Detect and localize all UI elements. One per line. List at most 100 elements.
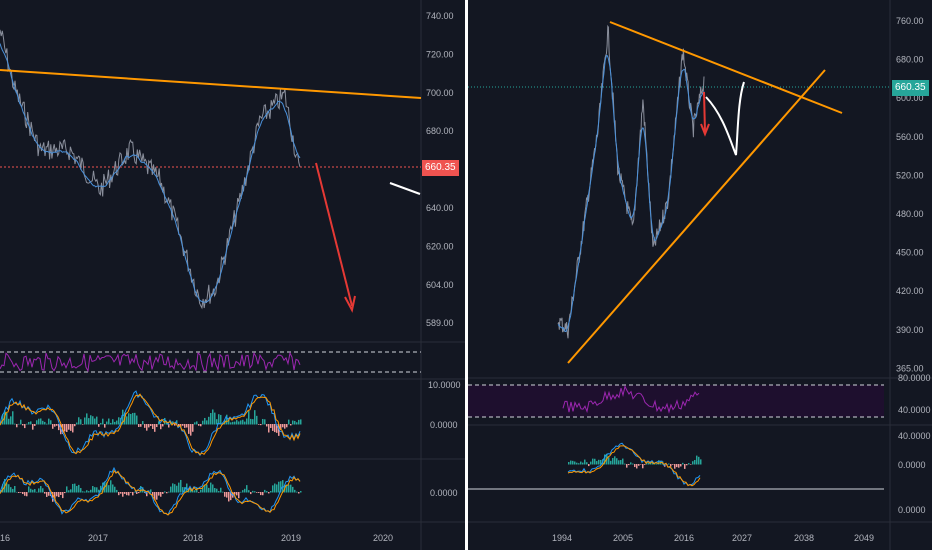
macd-histogram-bar: [86, 413, 88, 425]
current-price-value: 660.35: [895, 82, 926, 93]
macd-histogram-bar: [196, 421, 198, 425]
macd-histogram-bar: [690, 464, 692, 465]
macd-histogram-bar: [128, 413, 130, 425]
macd-histogram-bar: [290, 424, 292, 426]
macd-histogram-bar: [244, 488, 246, 493]
macd-histogram-bar: [98, 489, 100, 493]
price-axis-label: 680.00: [426, 126, 454, 136]
macd-histogram-bar: [670, 464, 672, 467]
left-chart-panel[interactable]: 740.00720.00700.00680.00660.00640.00620.…: [0, 0, 465, 550]
macd-histogram-bar: [100, 485, 102, 493]
macd-histogram-bar: [76, 485, 78, 493]
macd-histogram-bar: [48, 492, 50, 496]
macd-histogram-bar: [236, 492, 238, 496]
projection-path[interactable]: [389, 182, 421, 195]
macd-histogram-bar: [196, 487, 198, 493]
macd-histogram-bar: [160, 424, 162, 430]
macd-histogram-bar: [6, 483, 8, 493]
macd-histogram-bar: [164, 417, 166, 425]
price-axis-label: 450.00: [896, 248, 924, 258]
macd-histogram-bar: [578, 463, 580, 465]
macd-histogram-bar: [116, 420, 118, 425]
macd-histogram-bar: [64, 492, 66, 494]
macd-histogram-bar: [32, 489, 34, 493]
time-axis-label: 2027: [732, 533, 752, 543]
macd-histogram-bar: [250, 418, 252, 425]
right-chart-canvas[interactable]: 760.00 680.00 600.00 560.00 520.00 480.00 450.…: [468, 0, 932, 550]
macd-histogram-bar: [96, 416, 98, 425]
macd-histogram-bar: [192, 424, 194, 432]
macd-histogram-bar: [194, 422, 196, 425]
descending-trendline[interactable]: [609, 21, 843, 114]
macd-histogram-bar: [38, 418, 40, 425]
macd-histogram-bar: [214, 412, 216, 425]
macd-histogram-bar: [200, 424, 202, 427]
macd-histogram-bar: [202, 487, 204, 493]
macd-histogram-bar: [172, 483, 174, 493]
macd-histogram-bar: [596, 461, 598, 465]
macd-histogram-bar: [694, 459, 696, 465]
macd-histogram-bar: [268, 424, 270, 433]
macd-histogram-bar: [48, 418, 50, 425]
macd-histogram-bar: [186, 424, 188, 428]
price-axis-label: 740.00: [426, 11, 454, 21]
macd-histogram-bar: [158, 492, 160, 496]
macd-histogram-bar: [18, 423, 20, 425]
resistance-trendline[interactable]: [0, 69, 422, 99]
macd-histogram-bar: [176, 485, 178, 493]
macd-histogram-bar: [60, 492, 62, 495]
macd-histogram-bar: [160, 492, 162, 497]
macd-histogram-bar: [16, 424, 18, 428]
macd-histogram-bar: [256, 415, 258, 425]
macd-histogram-bar: [122, 492, 124, 497]
macd-histogram-bar: [242, 490, 244, 493]
forecast-arrow[interactable]: [703, 91, 706, 133]
macd-histogram-bar: [254, 491, 256, 493]
macd-histogram-bar: [206, 484, 208, 493]
price-axis-label: 420.00: [896, 286, 924, 296]
macd-line: [0, 466, 301, 516]
macd-histogram-bar: [40, 486, 42, 493]
macd-histogram-bar: [14, 423, 16, 425]
macd-histogram-bar: [94, 418, 96, 425]
left-chart-canvas[interactable]: 740.00720.00700.00680.00660.00640.00620.…: [0, 0, 465, 550]
macd-histogram-bar: [198, 424, 200, 426]
macd-histogram-bar: [150, 424, 152, 426]
macd-histogram-bar: [252, 419, 254, 425]
right-price-axis[interactable]: 760.00 680.00 600.00 560.00 520.00 480.00 450.…: [896, 16, 924, 373]
panel-divider[interactable]: [465, 0, 468, 550]
macd-histogram-bar: [282, 424, 284, 428]
macd-histogram-bar: [66, 486, 68, 493]
macd-histogram-bar: [624, 463, 626, 465]
moving-average-line: [557, 54, 705, 332]
price-axis-label: 760.00: [896, 16, 924, 26]
macd-histogram: [0, 409, 302, 436]
macd-histogram-bar: [270, 424, 272, 428]
macd-histogram-bar: [28, 421, 30, 425]
time-axis-label: 2018: [183, 533, 203, 543]
forecast-arrow[interactable]: [315, 162, 353, 307]
projection-path[interactable]: [705, 81, 745, 156]
macd-histogram-bar: [144, 424, 146, 428]
macd-histogram-bar: [2, 413, 4, 425]
macd-histogram-bar: [112, 484, 114, 493]
macd-histogram-bar: [626, 464, 628, 468]
ascending-trendline[interactable]: [567, 69, 826, 364]
macd-histogram-bar: [278, 424, 280, 436]
price-axis-label: 604.00: [426, 280, 454, 290]
macd-histogram: [568, 453, 702, 469]
macd-histogram-bar: [238, 421, 240, 425]
macd-histogram-bar: [152, 424, 154, 429]
macd-histogram-bar: [260, 492, 262, 496]
price-axis-label: 589.00: [426, 318, 454, 328]
macd-histogram-bar: [584, 459, 586, 465]
macd-histogram-bar: [6, 413, 8, 425]
right-chart-panel[interactable]: 760.00 680.00 600.00 560.00 520.00 480.00 450.…: [468, 0, 932, 550]
macd-histogram-bar: [598, 459, 600, 465]
macd-histogram-bar: [158, 421, 160, 425]
macd-histogram-bar: [146, 424, 148, 431]
macd-histogram-bar: [72, 424, 74, 433]
macd-histogram-bar: [288, 419, 290, 425]
macd-histogram-bar: [40, 418, 42, 425]
macd-histogram-bar: [236, 420, 238, 425]
